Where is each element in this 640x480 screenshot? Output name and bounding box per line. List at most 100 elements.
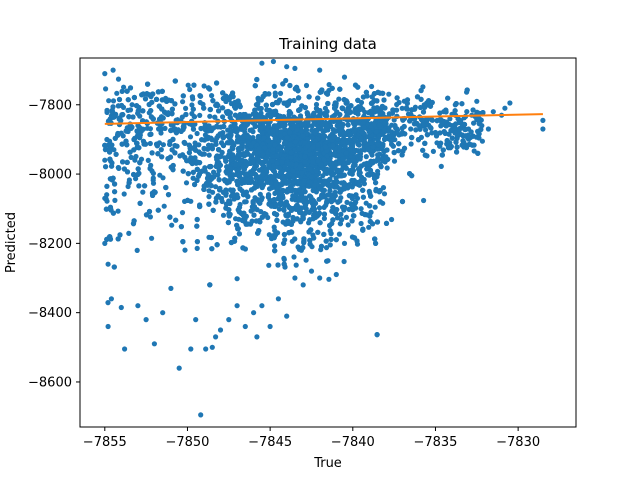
- scatter-point: [161, 203, 167, 209]
- scatter-point: [220, 212, 227, 218]
- scatter-point: [239, 142, 245, 148]
- scatter-point: [362, 139, 368, 145]
- scatter-point: [117, 232, 123, 238]
- scatter-point: [127, 149, 133, 155]
- scatter-point: [284, 135, 290, 141]
- scatter-point: [286, 109, 292, 115]
- scatter-point: [311, 212, 317, 218]
- scatter-point: [174, 143, 180, 149]
- scatter-point: [179, 210, 186, 216]
- scatter-point: [134, 247, 140, 253]
- scatter-point: [312, 130, 318, 136]
- scatter-point: [303, 149, 309, 155]
- scatter-point: [327, 242, 333, 248]
- scatter-point: [226, 140, 232, 146]
- scatter-point: [106, 98, 112, 104]
- scatter-point: [148, 131, 154, 137]
- scatter-point: [206, 188, 212, 194]
- scatter-point: [271, 235, 277, 241]
- scatter-point: [147, 126, 153, 132]
- scatter-point: [134, 103, 140, 109]
- scatter-point: [177, 153, 183, 159]
- scatter-point: [212, 114, 218, 120]
- scatter-point: [389, 216, 395, 223]
- scatter-point: [199, 137, 205, 143]
- scatter-point: [157, 172, 163, 178]
- scatter-point: [120, 112, 126, 118]
- scatter-point: [327, 188, 333, 194]
- scatter-point: [201, 183, 207, 189]
- scatter-point: [329, 196, 335, 202]
- scatter-point: [216, 147, 222, 153]
- scatter-point: [228, 124, 234, 130]
- scatter-point: [280, 81, 286, 87]
- scatter-point: [140, 189, 146, 195]
- scatter-point: [358, 148, 364, 154]
- scatter-point: [370, 171, 376, 177]
- scatter-point: [116, 96, 123, 103]
- scatter-point: [241, 133, 247, 139]
- scatter-point: [368, 209, 374, 215]
- scatter-point: [399, 198, 406, 205]
- scatter-point: [192, 140, 198, 146]
- scatter-point: [367, 203, 373, 209]
- scatter-point: [339, 217, 345, 223]
- scatter-point: [168, 164, 174, 170]
- scatter-point: [309, 155, 315, 161]
- scatter-point: [253, 175, 259, 181]
- scatter-point: [302, 104, 308, 111]
- scatter-point: [438, 163, 444, 169]
- scatter-point: [220, 142, 227, 149]
- scatter-point: [415, 137, 422, 143]
- scatter-point: [394, 101, 400, 108]
- scatter-point: [471, 120, 477, 126]
- scatter-point: [123, 128, 129, 134]
- scatter-point: [209, 137, 215, 143]
- scatter-point: [286, 161, 292, 167]
- scatter-point: [361, 176, 367, 183]
- scatter-point: [168, 127, 174, 134]
- scatter-point: [399, 105, 405, 111]
- scatter-point: [231, 238, 238, 244]
- scatter-point: [333, 237, 339, 243]
- scatter-point: [373, 129, 379, 135]
- scatter-point: [271, 210, 278, 217]
- scatter-point: [374, 332, 380, 338]
- scatter-point: [149, 150, 155, 156]
- scatter-point: [383, 220, 390, 226]
- scatter-point: [335, 136, 341, 142]
- scatter-point: [316, 205, 323, 211]
- scatter-point: [243, 199, 249, 205]
- scatter-point: [186, 142, 192, 148]
- scatter-point: [276, 206, 282, 212]
- scatter-point: [173, 217, 179, 223]
- scatter-point: [126, 230, 132, 236]
- scatter-point: [343, 150, 349, 156]
- scatter-point: [216, 167, 222, 173]
- scatter-point: [344, 199, 350, 205]
- scatter-point: [404, 100, 410, 106]
- scatter-point: [180, 239, 186, 245]
- scatter-point: [189, 94, 195, 100]
- scatter-point: [386, 133, 392, 139]
- scatter-point: [207, 282, 213, 288]
- scatter-point: [407, 118, 413, 124]
- scatter-point: [216, 108, 222, 114]
- scatter-point: [318, 243, 325, 249]
- scatter-point: [266, 262, 272, 268]
- scatter-point: [159, 106, 165, 112]
- scatter-point: [194, 223, 200, 229]
- scatter-point: [324, 197, 330, 204]
- scatter-point: [172, 126, 178, 132]
- scatter-point: [187, 134, 194, 140]
- scatter-point: [302, 210, 308, 216]
- scatter-point: [211, 174, 217, 180]
- scatter-point: [343, 214, 349, 220]
- scatter-point: [355, 84, 361, 90]
- scatter-point: [343, 98, 349, 104]
- scatter-point: [287, 188, 293, 194]
- scatter-point: [296, 107, 302, 113]
- scatter-point: [183, 105, 189, 111]
- scatter-point: [213, 184, 219, 190]
- scatter-point: [215, 193, 221, 199]
